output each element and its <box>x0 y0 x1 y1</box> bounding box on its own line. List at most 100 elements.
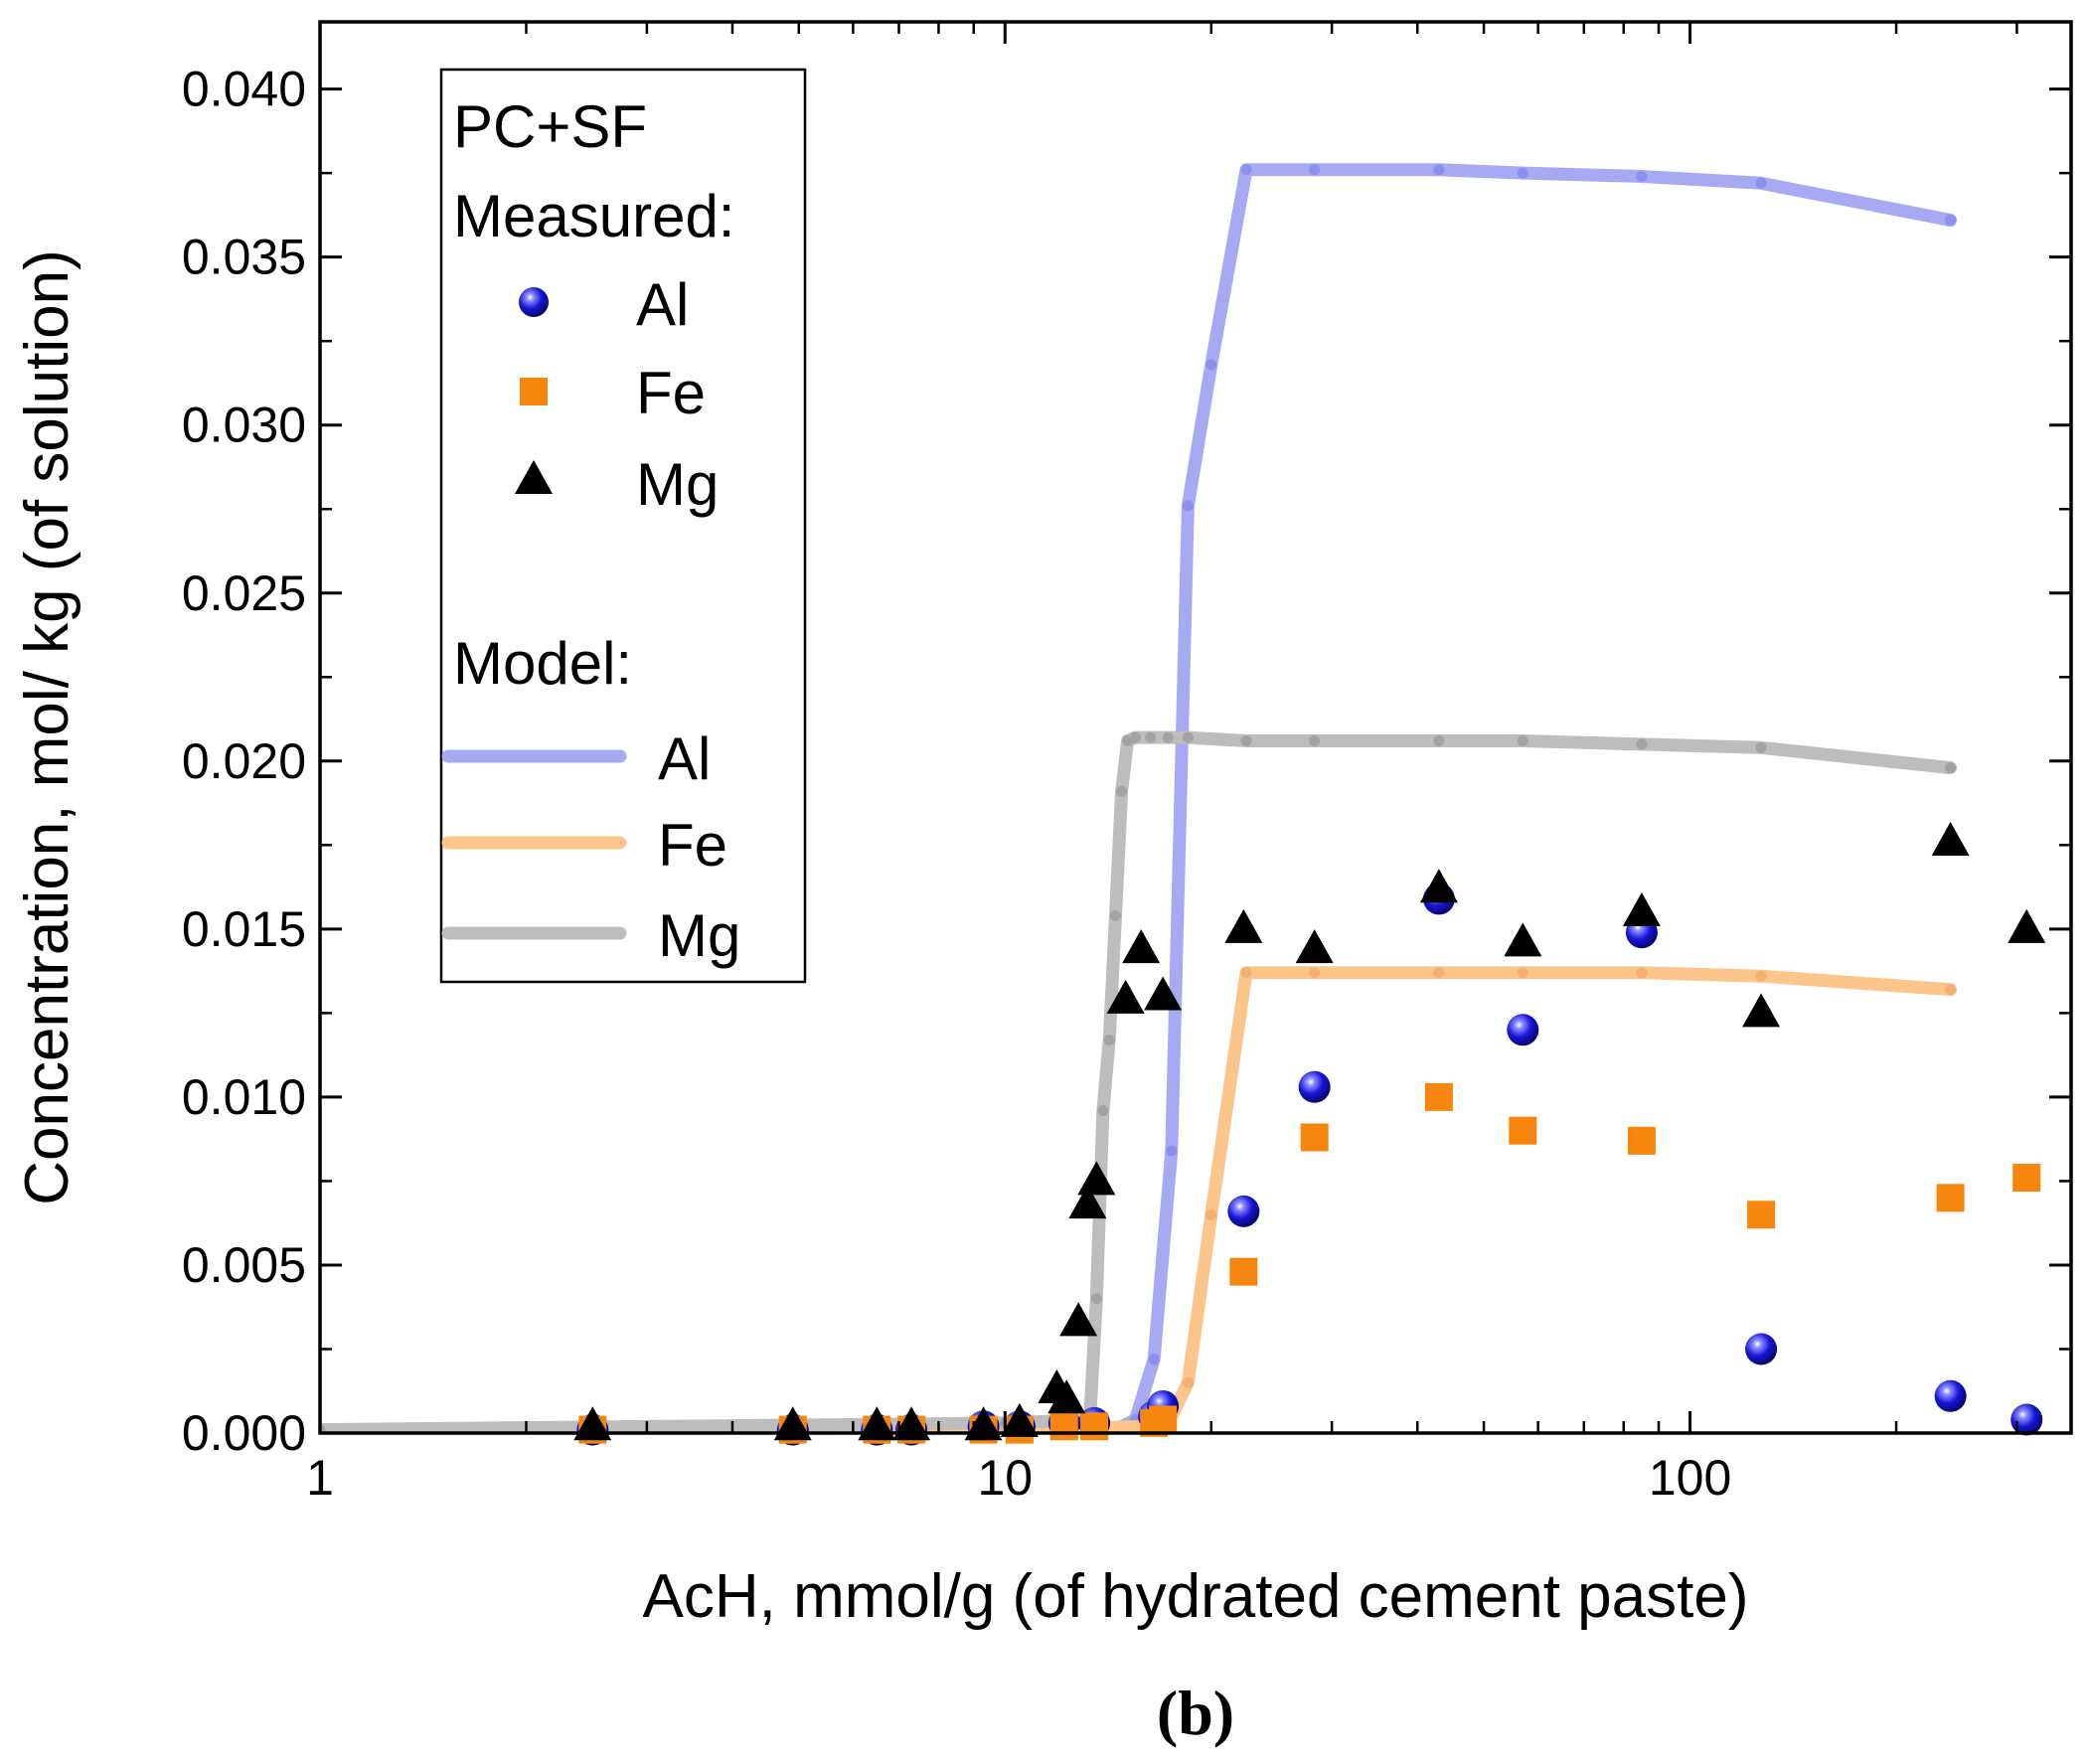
al-measured-point <box>1227 1195 1260 1227</box>
model-point-mg <box>1145 731 1157 743</box>
fe-measured-point <box>1627 1126 1656 1155</box>
al-measured-point <box>1507 1014 1539 1046</box>
model-point-mg <box>1433 735 1445 747</box>
mg-measured-point <box>1622 891 1661 926</box>
legend-measured-fe: Fe <box>636 360 706 426</box>
plot-frame <box>318 20 2073 1435</box>
model-point-al <box>1517 167 1528 179</box>
mg-measured-point <box>1000 1402 1039 1437</box>
model-point-mg <box>1162 731 1174 743</box>
legend-mg-triangle-icon <box>515 460 553 494</box>
fe-measured-point <box>2012 1164 2041 1193</box>
model-point-al <box>1755 177 1767 189</box>
legend-measured-mg: Mg <box>636 451 719 518</box>
model-point-al <box>1205 359 1217 371</box>
al-measured-point <box>1934 1379 1967 1412</box>
model-point-fe <box>1945 984 1957 996</box>
model-point-mg <box>1755 741 1767 753</box>
model-point-al <box>1945 214 1957 226</box>
mg-measured-point <box>1295 929 1334 964</box>
model-point-fe <box>1309 967 1321 979</box>
model-point-fe <box>1205 1208 1217 1220</box>
model-point-mg <box>1517 735 1528 747</box>
model-point-mg <box>1097 1104 1109 1116</box>
fe-measured-point <box>1509 1116 1537 1145</box>
y-tick-label: 0.005 <box>182 1237 306 1293</box>
x-tick-label: 100 <box>1649 1450 1731 1506</box>
legend-al-sphere-icon <box>519 287 549 317</box>
model-point-mg <box>1103 1034 1115 1045</box>
model-point-fe <box>1433 967 1445 979</box>
fe-measured-point <box>1300 1123 1329 1152</box>
legend-box <box>439 68 807 984</box>
legend-model-header: Model: <box>453 630 632 697</box>
model-point-al <box>1433 164 1445 176</box>
legend-model-al: Al <box>658 725 711 792</box>
mg-measured-point <box>1059 1302 1098 1337</box>
legend: PC+SF Measured: Al Fe Mg Model: Al Fe Mg <box>439 68 807 984</box>
mg-measured-point <box>1047 1379 1086 1414</box>
mg-measured-point <box>1122 929 1161 964</box>
y-tick-label: 0.015 <box>182 901 306 957</box>
fe-measured-point <box>1080 1412 1109 1441</box>
model-point-fe <box>1517 967 1528 979</box>
mg-measured-point <box>1106 979 1145 1014</box>
x-axis-label: AcH, mmol/g (of hydrated cement paste) <box>642 1562 1748 1631</box>
mg-measured-point <box>1068 1185 1107 1219</box>
y-tick-label: 0.000 <box>182 1405 306 1461</box>
mg-measured-point <box>1144 976 1183 1011</box>
model-point-fe <box>1636 967 1648 979</box>
fe-measured-point <box>1149 1405 1178 1434</box>
model-point-mg <box>1090 1293 1102 1305</box>
model-point-al <box>1309 164 1321 176</box>
fe-measured-point <box>1936 1184 1965 1212</box>
fe-measured-point <box>1424 1082 1453 1111</box>
model-point-al <box>1240 164 1252 176</box>
model-point-mg <box>1182 731 1194 743</box>
model-point-mg <box>1309 735 1321 747</box>
mg-measured-point <box>1077 1161 1116 1196</box>
legend-title: PC+SF <box>453 93 647 160</box>
mg-measured-point <box>2008 908 2046 943</box>
y-tick-label: 0.010 <box>182 1069 306 1125</box>
fe-measured-point <box>1747 1201 1776 1229</box>
model-point-al <box>1182 500 1194 512</box>
model-point-al <box>1148 1354 1160 1365</box>
mg-measured-point <box>1504 922 1542 957</box>
x-tick-label: 1 <box>306 1450 334 1506</box>
y-tick-label: 0.025 <box>182 565 306 621</box>
fe-measured-point <box>1229 1257 1258 1286</box>
al-measured-point <box>1298 1070 1331 1103</box>
model-point-al <box>1166 1145 1178 1157</box>
model-point-mg <box>1110 909 1122 921</box>
model-point-mg <box>1945 762 1957 774</box>
legend-model-mg: Mg <box>658 902 740 969</box>
model-line-fe <box>320 966 1958 1433</box>
panel-label: (b) <box>1157 1678 1234 1748</box>
legend-measured-al: Al <box>636 271 689 338</box>
model-point-fe <box>1182 1376 1194 1388</box>
y-tick-label: 0.020 <box>182 733 306 789</box>
x-tick-label: 10 <box>977 1450 1033 1506</box>
model-point-fe <box>1755 970 1767 982</box>
y-tick-label: 0.030 <box>182 398 306 453</box>
model-point-mg <box>1636 738 1648 750</box>
fe-measured-point <box>1049 1412 1078 1441</box>
model-point-mg <box>1129 731 1141 743</box>
y-tick-label: 0.040 <box>182 62 306 117</box>
legend-measured-header: Measured: <box>453 183 734 249</box>
y-tick-label: 0.035 <box>182 230 306 285</box>
model-line-mg <box>320 730 1958 1433</box>
mg-measured-point <box>1742 993 1781 1028</box>
model-point-al <box>1636 171 1648 183</box>
mg-measured-point <box>1419 869 1458 903</box>
mg-measured-point <box>1224 908 1263 943</box>
al-measured-point <box>2010 1403 2043 1436</box>
legend-model-fe: Fe <box>658 812 727 879</box>
legend-fe-square-icon <box>520 378 548 405</box>
model-point-fe <box>1240 967 1252 979</box>
model-point-mg <box>1116 785 1128 797</box>
y-axis-label: Concentration, mol/ kg (of solution) <box>13 249 81 1204</box>
mg-measured-point <box>1931 821 1970 856</box>
